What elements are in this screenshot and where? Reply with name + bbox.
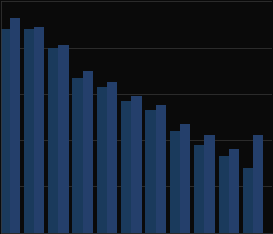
Bar [24, 29, 34, 233]
Bar [156, 106, 166, 233]
Bar [0, 29, 10, 233]
Bar [204, 135, 215, 233]
Bar [170, 131, 180, 233]
Bar [243, 168, 253, 233]
Bar [58, 45, 69, 233]
Bar [34, 27, 44, 233]
Bar [194, 145, 204, 233]
Bar [97, 87, 107, 233]
Bar [146, 110, 156, 233]
Bar [131, 96, 142, 233]
Bar [219, 156, 229, 233]
Bar [121, 101, 131, 233]
Bar [83, 71, 93, 233]
Bar [253, 135, 263, 233]
Bar [180, 124, 190, 233]
Bar [107, 82, 117, 233]
Bar [10, 18, 20, 233]
Bar [72, 78, 83, 233]
Bar [48, 48, 58, 233]
Bar [229, 149, 239, 233]
